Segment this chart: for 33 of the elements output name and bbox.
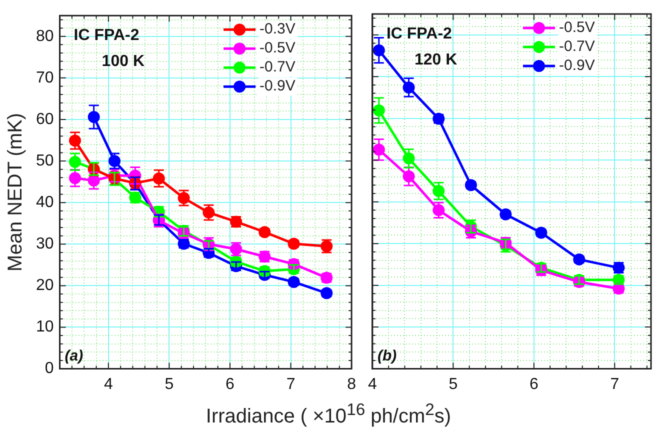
legend-label: -0.7V bbox=[260, 58, 296, 76]
y-tick-label: 40 bbox=[36, 194, 54, 211]
x-tick-label: 4 bbox=[104, 376, 113, 393]
y-tick-label: 30 bbox=[36, 236, 54, 253]
x-tick-label: 5 bbox=[448, 376, 458, 393]
annotation: (a) bbox=[64, 347, 84, 364]
annotation: 120 K bbox=[414, 51, 458, 68]
y-tick-label: 70 bbox=[36, 69, 54, 86]
y-tick-label: 60 bbox=[36, 110, 54, 128]
y-tick-label: 10 bbox=[36, 318, 54, 336]
legend-label: -0.9V bbox=[559, 57, 595, 74]
x-tick-label: 5 bbox=[164, 376, 174, 393]
y-tick-label: 80 bbox=[36, 28, 54, 45]
legend-label: -0.5V bbox=[559, 19, 595, 36]
legend-label: -0.5V bbox=[260, 40, 296, 57]
x-tick-label: 6 bbox=[226, 376, 235, 393]
y-tick-label: 50 bbox=[36, 152, 54, 170]
x-tick-label: 7 bbox=[286, 376, 296, 393]
legend-label: -0.7V bbox=[559, 38, 595, 56]
x-tick-label: 8 bbox=[347, 376, 356, 393]
annotation: 100 K bbox=[102, 53, 145, 70]
x-axis-title: Irradiance ( ×10$^{16}$ ph/cm$^{2}$s) bbox=[204, 400, 452, 429]
x-tick-label: 6 bbox=[529, 376, 538, 393]
legend-label: -0.9V bbox=[260, 78, 296, 95]
x-tick-label: 4 bbox=[368, 376, 377, 393]
annotation: (b) bbox=[377, 347, 397, 364]
x-tick-label: 7 bbox=[610, 376, 620, 393]
y-tick-label: 20 bbox=[36, 277, 54, 294]
annotation: IC FPA-2 bbox=[74, 27, 140, 44]
legend-label: -0.3V bbox=[260, 20, 296, 38]
annotation: IC FPA-2 bbox=[386, 25, 452, 42]
y-axis-title: Mean NEDT (mK) bbox=[4, 112, 27, 272]
y-tick-label: 0 bbox=[44, 360, 54, 378]
